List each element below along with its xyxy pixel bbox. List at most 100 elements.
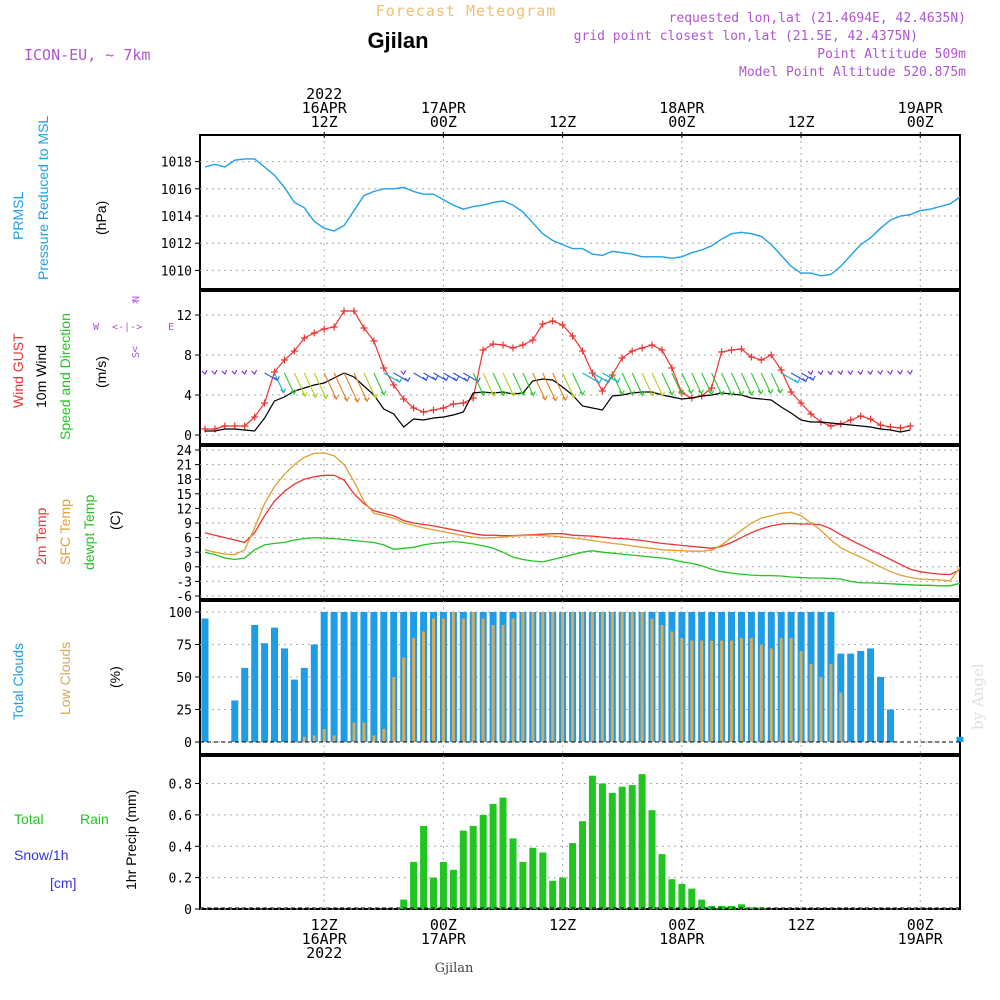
panel-frame	[199, 134, 961, 290]
footer-location: Gjilan	[435, 961, 474, 976]
low-cloud-bar	[511, 618, 515, 742]
wind-direction-arrow	[353, 372, 370, 403]
p5-label-e: 1hr Precip (mm)	[123, 790, 139, 890]
gust-marker	[261, 399, 269, 407]
wind-direction-arrow	[897, 369, 903, 375]
time-label-top: 16APR	[302, 99, 348, 117]
wind-direction-arrow	[837, 369, 844, 376]
wind-direction-arrow	[817, 370, 824, 376]
rain-bar	[420, 825, 428, 909]
rain-bar	[569, 843, 577, 909]
time-label-bottom: 19APR	[898, 930, 944, 948]
wind-direction-arrow	[453, 372, 470, 382]
low-cloud-bar	[471, 612, 475, 742]
gust-marker	[509, 344, 517, 352]
low-cloud-bar	[819, 677, 823, 742]
low-cloud-bar	[640, 612, 644, 742]
low-cloud-bar	[561, 612, 565, 742]
y-tick-label: 0.2	[169, 872, 192, 887]
total-cloud-bar	[290, 679, 298, 742]
low-cloud-bar	[392, 677, 396, 742]
wind-direction-arrow	[827, 370, 834, 376]
location-name: Gjilan	[367, 28, 428, 53]
total-cloud-bar	[857, 651, 865, 742]
y-tick-label: 1012	[161, 237, 192, 252]
gust-marker	[658, 346, 666, 354]
gust-marker	[380, 364, 388, 372]
pressure-line	[204, 158, 961, 277]
low-cloud-bar	[839, 692, 843, 742]
low-cloud-bar	[501, 625, 505, 742]
gust-marker	[767, 351, 775, 359]
gust-marker	[569, 332, 577, 340]
rain-bar	[469, 825, 477, 909]
rain-bar	[400, 899, 408, 909]
gust-marker	[886, 423, 894, 431]
wind-direction-arrow	[201, 369, 208, 375]
dewpt-line	[204, 536, 961, 587]
rain-bar	[718, 905, 726, 909]
gust-marker	[728, 346, 736, 354]
low-cloud-bar	[352, 722, 356, 742]
gust-marker	[777, 366, 785, 374]
wind-direction-arrow	[631, 372, 646, 397]
y-tick-label: 1014	[161, 210, 192, 225]
wind-direction-arrow	[847, 369, 854, 376]
gust-marker	[350, 307, 358, 315]
y-tick-label: 1018	[161, 156, 192, 171]
wind-direction-arrow	[251, 369, 258, 375]
gust-marker	[628, 347, 636, 355]
low-cloud-bar	[720, 640, 724, 742]
gust-marker	[449, 400, 457, 408]
wind-direction-arrow	[562, 372, 577, 399]
wind-direction-arrow	[413, 372, 429, 382]
time-label-top: 12Z	[549, 113, 576, 131]
wind-direction-arrow	[770, 372, 783, 394]
y-tick-label: 4	[184, 389, 192, 404]
wind-direction-arrow	[671, 372, 685, 395]
gust-marker	[539, 320, 547, 328]
gust-marker	[608, 371, 616, 379]
compass-vdn: v	[132, 344, 138, 355]
p2-label-a: Wind GUST	[10, 333, 26, 408]
wind-direction-arrow	[231, 369, 238, 375]
time-label-top: 12Z	[311, 113, 338, 131]
wind-direction-arrow	[241, 369, 248, 375]
wind-direction-arrow	[211, 369, 218, 375]
compass-e: E	[168, 322, 174, 333]
total-cloud-bar	[370, 612, 378, 742]
gust-marker	[668, 364, 676, 372]
total-cloud-bar	[867, 648, 875, 742]
gust-marker	[231, 422, 239, 430]
p2-unit: (m/s)	[93, 356, 109, 388]
wind-direction-arrow	[572, 372, 586, 396]
p4-label-a: Total Clouds	[10, 643, 26, 720]
gust-marker	[489, 340, 497, 348]
wind-direction-arrow	[760, 372, 774, 395]
rain-bar	[678, 883, 686, 909]
low-cloud-bar	[759, 644, 763, 742]
total-cloud-bar	[281, 648, 288, 742]
time-label-top: 12Z	[787, 113, 814, 131]
gust-marker	[857, 412, 865, 420]
wind-direction-arrow	[423, 372, 439, 381]
time-label-top: 2022	[306, 85, 342, 103]
time-label-bottom: 17APR	[421, 930, 467, 948]
rain-bar	[638, 774, 646, 909]
time-label-top: 00Z	[668, 113, 695, 131]
gust-marker	[757, 356, 765, 364]
y-tick-label: 3	[184, 546, 192, 561]
wind-direction-arrow	[333, 372, 350, 402]
gust-marker	[807, 410, 815, 418]
gust-marker	[290, 347, 298, 355]
wind-direction-arrow	[303, 372, 319, 399]
y-tick-label: 24	[176, 444, 192, 459]
total-cloud-bar	[320, 612, 328, 742]
wind-direction-arrow	[807, 370, 814, 376]
time-label-bottom: 12Z	[787, 916, 814, 934]
low-cloud-bar	[590, 612, 594, 742]
gust-marker	[241, 422, 249, 430]
y-tick-label: 9	[184, 517, 192, 532]
rain-bar	[598, 783, 606, 909]
y-tick-label: 0	[184, 903, 192, 918]
